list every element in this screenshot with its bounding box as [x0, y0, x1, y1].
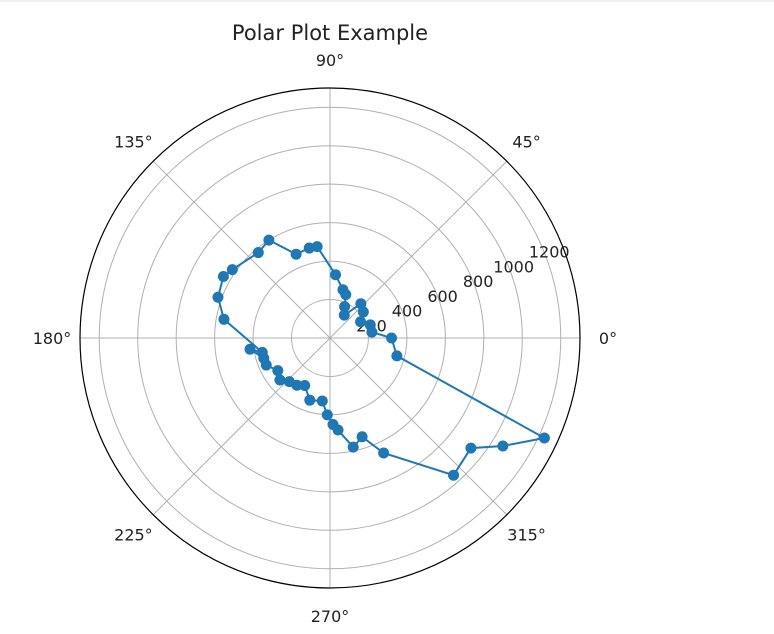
data-point [448, 469, 460, 481]
theta-tick-label: 45° [512, 132, 540, 151]
data-point [256, 346, 268, 358]
top-border [0, 0, 774, 2]
data-point [252, 247, 264, 259]
series-plot [212, 234, 550, 481]
radial-tick-labels: 20040060080010001200 [356, 243, 569, 336]
data-point [391, 350, 403, 362]
data-point [330, 269, 342, 281]
data-point [366, 326, 378, 338]
data-point [338, 309, 350, 321]
data-point [497, 440, 509, 452]
data-point [290, 248, 302, 260]
data-point [244, 343, 256, 355]
data-point [332, 424, 344, 436]
data-point [304, 394, 316, 406]
theta-tick-label: 270° [311, 607, 350, 626]
radial-tick-label: 1200 [529, 243, 570, 262]
polar-frame [79, 87, 581, 589]
data-point [355, 298, 367, 310]
theta-tick-label: 90° [316, 51, 344, 70]
data-point [538, 432, 550, 444]
data-point [263, 234, 275, 246]
radial-tick-label: 400 [392, 302, 423, 321]
data-point [217, 270, 229, 282]
radial-tick-label: 1000 [493, 257, 534, 276]
data-point [321, 409, 333, 421]
angular-gridline [329, 337, 508, 516]
theta-tick-label: 315° [507, 526, 546, 545]
theta-tick-labels: 0° 45° 90° 135° 180° 225° 270° 315° [33, 51, 617, 626]
angular-gridline [152, 337, 331, 516]
theta-tick-label: 135° [114, 132, 153, 151]
data-point [272, 365, 284, 377]
data-point [274, 374, 286, 386]
data-point [299, 380, 311, 392]
data-point [218, 313, 230, 325]
data-point [386, 332, 398, 344]
data-point [356, 431, 368, 443]
radial-tick-label: 600 [427, 287, 458, 306]
data-point [340, 289, 352, 301]
data-point [283, 376, 295, 388]
polar-grid [79, 87, 581, 589]
theta-tick-label: 180° [33, 329, 72, 348]
data-point [378, 447, 390, 459]
radial-tick-label: 800 [463, 272, 494, 291]
data-point [339, 301, 351, 313]
data-point [465, 442, 477, 454]
theta-tick-label: 0° [599, 329, 617, 348]
chart-title: Polar Plot Example [232, 21, 428, 45]
data-point [226, 264, 238, 276]
angular-gridline [152, 160, 331, 339]
data-point [355, 316, 367, 328]
data-point [316, 395, 328, 407]
data-point [347, 441, 359, 453]
data-point [311, 241, 323, 253]
theta-tick-label: 225° [114, 526, 153, 545]
data-point [357, 306, 369, 318]
data-point [212, 291, 224, 303]
